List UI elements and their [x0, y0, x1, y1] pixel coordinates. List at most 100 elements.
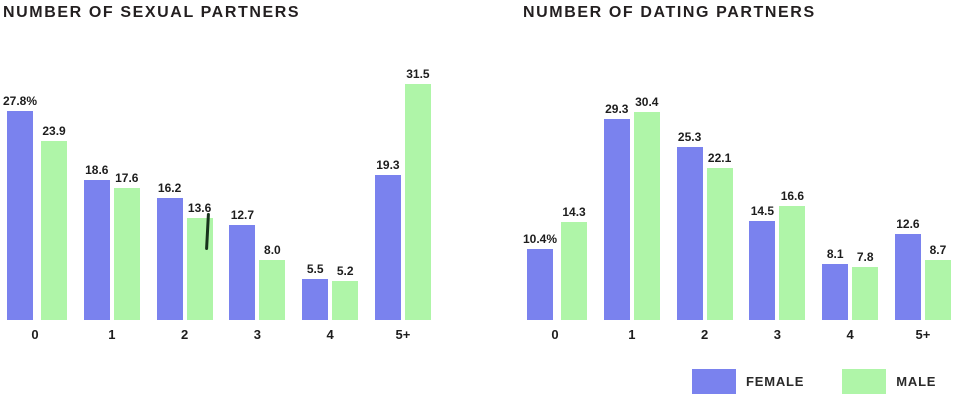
- bar-male: [259, 260, 286, 320]
- bar-pair: 8.1 7.8: [822, 247, 879, 320]
- bar-pair: 5.5 5.2: [302, 262, 359, 320]
- bar-pair: 25.3 22.1: [676, 130, 733, 320]
- bar-female: [603, 119, 630, 320]
- bar-column-female: 19.3: [374, 158, 401, 320]
- bar-group: 14.5 16.6 3: [749, 189, 806, 342]
- bar-male: [779, 206, 806, 320]
- bar-chart: NUMBER OF DATING PARTNERS 10.4% 14.3 0 29.3…: [523, 0, 951, 406]
- plot-area: 10.4% 14.3 0 29.3 30.4 1 25.3 22.1 2 14.5 16.6 3 8.1…: [523, 80, 951, 342]
- bar-female: [83, 180, 110, 320]
- bar-group: 16.2 13.6 2: [156, 181, 213, 342]
- bar-group: 19.3 31.5 5+: [374, 67, 431, 342]
- bar-group: 29.3 30.4 1: [603, 95, 660, 342]
- bar-pair: 19.3 31.5: [374, 67, 431, 320]
- bar-female: [527, 249, 554, 320]
- bar-pair: 18.6 17.6: [83, 163, 140, 320]
- bar-female: [7, 111, 34, 320]
- bar-column-female: 16.2: [156, 181, 183, 320]
- bar-column-male: 16.6: [779, 189, 806, 320]
- bar-female: [822, 264, 849, 320]
- bar-male: [633, 112, 660, 320]
- bar-column-male: 22.1: [706, 151, 733, 320]
- bar-male: [113, 188, 140, 320]
- bar-column-male: 30.4: [633, 95, 660, 320]
- bar-column-male: 31.5: [404, 67, 431, 320]
- bar-female: [302, 279, 329, 320]
- bar-female: [374, 175, 401, 320]
- bar-male: [706, 168, 733, 320]
- bar-column-female: 8.1: [822, 247, 849, 320]
- x-axis-label: 3: [773, 327, 781, 342]
- bar-value-label: 25.3: [677, 130, 702, 144]
- bar-female: [894, 234, 921, 320]
- bar-column-male: 5.2: [332, 264, 359, 320]
- bar-value-label: 14.3: [562, 205, 586, 219]
- bar-pair: 29.3 30.4: [603, 95, 660, 320]
- bar-female: [749, 221, 776, 320]
- bar-male: [852, 267, 879, 320]
- bar-value-label: 5.2: [336, 264, 354, 278]
- bar-column-female: 25.3: [676, 130, 703, 320]
- bar-value-label: 19.3: [376, 158, 400, 172]
- bar-female: [229, 225, 256, 320]
- bar-value-label: 12.7: [230, 208, 255, 222]
- bar-chart: NUMBER OF SEXUAL PARTNERS 27.8% 23.9 0 18.6…: [3, 0, 431, 406]
- bar-male: [561, 222, 588, 320]
- bar-column-female: 14.5: [749, 204, 776, 320]
- bar-male: [404, 84, 431, 320]
- bar-column-female: 12.7: [229, 208, 256, 320]
- bar-pair: 12.6 8.7: [894, 217, 951, 320]
- x-axis-label: 4: [846, 327, 854, 342]
- x-axis-label: 5+: [395, 327, 411, 342]
- x-axis-label: 1: [108, 327, 116, 342]
- bar-value-label: 14.5: [750, 204, 775, 218]
- legend-swatch: [692, 369, 736, 394]
- bar-value-label: 27.8%: [3, 94, 38, 108]
- bar-group: 12.6 8.7 5+: [894, 217, 951, 342]
- bar-column-male: 8.0: [259, 243, 286, 320]
- bar-pair: 10.4% 14.3: [523, 205, 588, 320]
- legend: FEMALE MALE: [692, 369, 936, 394]
- bar-column-female: 12.6: [894, 217, 921, 320]
- bar-group: 18.6 17.6 1: [83, 163, 140, 342]
- bar-group: 12.7 8.0 3: [229, 208, 286, 342]
- legend-swatch: [842, 369, 887, 394]
- bar-column-female: 18.6: [83, 163, 110, 320]
- x-axis-label: 0: [551, 327, 559, 342]
- legend-item-male: MALE: [842, 369, 936, 394]
- bar-column-male: 8.7: [924, 243, 951, 320]
- bar-group: 25.3 22.1 2: [676, 130, 733, 342]
- bar-value-label: 16.6: [780, 189, 805, 203]
- bar-pair: 16.2 13.6: [156, 181, 213, 320]
- legend-label: MALE: [896, 374, 937, 389]
- bar-value-label: 17.6: [115, 171, 139, 185]
- bar-male: [332, 281, 359, 320]
- bar-column-male: 14.3: [561, 205, 588, 320]
- bar-value-label: 22.1: [707, 151, 732, 165]
- bar-column-male: 7.8: [852, 250, 879, 320]
- bar-value-label: 7.8: [856, 250, 874, 264]
- x-axis-label: 1: [628, 327, 636, 342]
- bar-pair: 12.7 8.0: [229, 208, 286, 320]
- chart-title: NUMBER OF DATING PARTNERS: [523, 4, 816, 21]
- bar-value-label: 31.5: [406, 67, 430, 81]
- legend-label: FEMALE: [746, 374, 805, 389]
- legend-item-female: FEMALE: [692, 369, 804, 394]
- bar-column-male: 17.6: [113, 171, 140, 320]
- bar-value-label: 13.6: [187, 201, 212, 215]
- bar-group: 8.1 7.8 4: [822, 247, 879, 342]
- bar-value-label: 5.5: [306, 262, 324, 276]
- bar-value-label: 12.6: [896, 217, 920, 231]
- bar-value-label: 23.9: [42, 124, 66, 138]
- bar-group: 27.8% 23.9 0: [3, 94, 68, 342]
- x-axis-label: 2: [700, 327, 709, 342]
- x-axis-label: 0: [31, 327, 39, 342]
- bar-pair: 14.5 16.6: [749, 189, 806, 320]
- bar-column-female: 29.3: [603, 102, 630, 320]
- bar-male: [924, 260, 951, 320]
- x-axis-label: 2: [180, 327, 189, 342]
- bar-value-label: 10.4%: [523, 232, 558, 246]
- chart-title: NUMBER OF SEXUAL PARTNERS: [3, 4, 301, 21]
- bar-value-label: 18.6: [85, 163, 109, 177]
